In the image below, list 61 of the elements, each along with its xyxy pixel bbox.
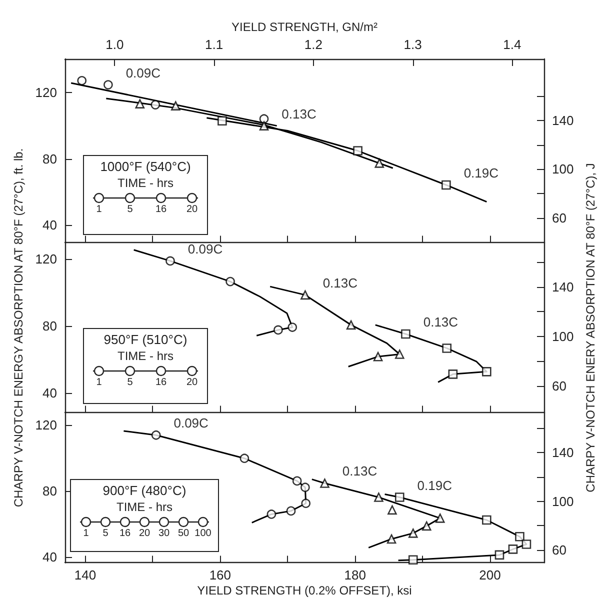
text: 900°F (480°C) xyxy=(102,483,188,498)
x-tick-label: 200 xyxy=(479,568,501,583)
y-tick-label: 40 xyxy=(42,218,57,233)
y2-tick-label: 60 xyxy=(552,378,566,394)
y2-tick-label: 140 xyxy=(552,112,574,128)
x2-tick-label: 1.4 xyxy=(503,37,522,52)
annotation: 5 xyxy=(127,204,133,215)
annotation: 16 xyxy=(119,528,131,539)
y2-axis-title: CHARPY V-NOTCH ENERY ABSORPTION AT 80°F (27°C), J xyxy=(584,163,598,492)
text: 1000°F (540°C) xyxy=(99,159,192,174)
legend-title: TIME - hrs xyxy=(116,176,174,190)
series-label: 0.13C xyxy=(322,275,358,290)
x-axis-title: YIELD STRENGTH (0.2% OFFSET), ksi xyxy=(197,584,412,598)
legend-title: TIME - hrs xyxy=(116,500,174,514)
legend-title: TIME - hrs xyxy=(116,349,174,363)
y-tick-label: 40 xyxy=(42,385,57,400)
annotation: 5 xyxy=(127,377,133,388)
y2-tick-label: 100 xyxy=(552,328,574,344)
annotation: 20 xyxy=(186,204,198,215)
y-tick-label: 80 xyxy=(42,151,57,166)
x-tick-label: 180 xyxy=(344,568,366,583)
annotation: 16 xyxy=(155,204,167,215)
y2-tick-label: 140 xyxy=(552,279,574,294)
annotation: 1 xyxy=(83,528,89,539)
series-label: 0.09C xyxy=(174,416,208,431)
y-tick-label: 120 xyxy=(35,251,57,266)
y-axis-title: CHARPY V-NOTCH ENERGY ABSORPTION AT 80°F (27°C), ft. lb. xyxy=(11,148,26,508)
y2-tick-label: 60 xyxy=(552,210,566,226)
x2-tick-label: 1.1 xyxy=(205,37,224,52)
series-label: 0.19C xyxy=(417,478,452,493)
x-tick-label: 160 xyxy=(209,568,232,583)
series-label: 0.09C xyxy=(126,65,161,80)
y2-tick-label: 60 xyxy=(552,542,566,558)
y-tick-label: 80 xyxy=(42,318,57,334)
series-label: 0.13C xyxy=(423,314,458,330)
y-tick-label: 40 xyxy=(42,549,57,564)
annotation: 5 xyxy=(102,528,108,539)
y2-tick-label: 100 xyxy=(552,494,574,509)
annotation: 100 xyxy=(194,528,212,539)
annotation: 20 xyxy=(186,377,198,388)
y-tick-label: 120 xyxy=(35,418,57,433)
x-tick-label: 140 xyxy=(74,568,96,583)
x2-tick-label: 1.3 xyxy=(404,37,422,52)
annotation: 50 xyxy=(178,528,190,539)
x2-tick-label: 1.2 xyxy=(304,37,322,52)
annotation: 20 xyxy=(138,528,150,539)
series-label: 0.19C xyxy=(464,165,499,180)
x2-tick-label: 1.0 xyxy=(106,37,124,52)
annotation: 1 xyxy=(96,204,102,215)
series-label: 0.09C xyxy=(188,241,223,256)
text: 950°F (510°C) xyxy=(102,332,188,347)
annotation: 30 xyxy=(158,528,170,539)
y2-tick-label: 140 xyxy=(552,445,574,460)
x2-axis-title: YIELD STRENGTH, GN/m² xyxy=(231,20,378,34)
series-label: 0.13C xyxy=(342,464,378,479)
y-tick-label: 80 xyxy=(42,483,57,498)
y-tick-label: 120 xyxy=(35,85,57,100)
annotation: 1 xyxy=(96,377,102,388)
series-label: 0.13C xyxy=(282,106,316,122)
y2-tick-label: 100 xyxy=(552,162,574,177)
annotation: 16 xyxy=(155,377,167,388)
